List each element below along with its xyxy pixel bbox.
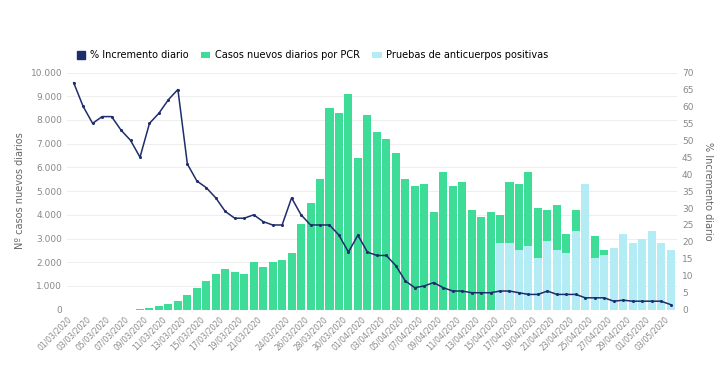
Bar xyxy=(667,250,675,310)
Bar xyxy=(363,115,371,310)
Bar xyxy=(638,265,646,310)
Bar xyxy=(146,308,154,310)
Bar xyxy=(619,248,628,310)
Bar xyxy=(571,210,579,310)
Bar xyxy=(609,248,618,310)
Bar xyxy=(297,224,305,310)
Bar xyxy=(448,186,456,310)
Bar xyxy=(259,267,267,310)
Bar xyxy=(553,206,561,310)
Bar xyxy=(667,294,675,310)
Y-axis label: % Incremento diario: % Incremento diario xyxy=(703,142,713,240)
Bar xyxy=(155,306,163,310)
Bar xyxy=(183,295,191,310)
Bar xyxy=(581,184,590,310)
Bar xyxy=(240,274,248,310)
Bar xyxy=(515,250,523,310)
Bar xyxy=(553,250,561,310)
Bar xyxy=(496,215,504,310)
Bar xyxy=(278,260,286,310)
Bar xyxy=(619,234,628,310)
Bar xyxy=(411,186,419,310)
Bar xyxy=(600,250,609,310)
Bar xyxy=(648,272,656,310)
Bar xyxy=(306,203,314,310)
Bar xyxy=(657,281,665,310)
Bar xyxy=(420,184,428,310)
Bar xyxy=(505,182,513,310)
Bar xyxy=(221,269,229,310)
Bar xyxy=(648,232,656,310)
Bar xyxy=(590,258,599,310)
Y-axis label: Nº casos nuevos diarios: Nº casos nuevos diarios xyxy=(15,133,25,250)
Bar xyxy=(430,212,438,310)
Bar xyxy=(562,253,570,310)
Bar xyxy=(657,243,665,310)
Bar xyxy=(524,172,532,310)
Bar xyxy=(486,212,494,310)
Bar xyxy=(269,262,277,310)
Bar xyxy=(590,236,599,310)
Bar xyxy=(401,179,409,310)
Bar xyxy=(288,253,296,310)
Bar xyxy=(629,243,637,310)
Bar xyxy=(571,232,579,310)
Bar xyxy=(543,241,551,310)
Bar xyxy=(174,301,182,310)
Bar xyxy=(231,272,239,310)
Bar xyxy=(496,243,504,310)
Bar xyxy=(439,172,447,310)
Bar xyxy=(581,236,590,310)
Bar xyxy=(600,255,609,310)
Bar xyxy=(534,258,542,310)
Bar xyxy=(325,108,333,310)
Bar xyxy=(212,274,220,310)
Bar xyxy=(316,179,324,310)
Bar xyxy=(505,243,513,310)
Bar xyxy=(524,246,532,310)
Bar xyxy=(562,234,570,310)
Bar xyxy=(354,158,362,310)
Bar xyxy=(467,210,475,310)
Bar xyxy=(638,239,646,310)
Bar xyxy=(543,210,551,310)
Bar xyxy=(202,281,210,310)
Bar xyxy=(193,288,201,310)
Bar xyxy=(534,208,542,310)
Legend: % Incremento diario, Casos nuevos diarios por PCR, Pruebas de anticuerpos positi: % Incremento diario, Casos nuevos diario… xyxy=(72,47,553,64)
Bar xyxy=(165,304,173,310)
Bar xyxy=(373,132,381,310)
Bar xyxy=(515,184,523,310)
Bar xyxy=(382,139,390,310)
Bar xyxy=(458,182,466,310)
Bar xyxy=(392,153,400,310)
Bar xyxy=(344,94,352,310)
Bar xyxy=(250,262,258,310)
Bar xyxy=(136,309,144,310)
Bar xyxy=(629,262,637,310)
Bar xyxy=(335,113,343,310)
Bar xyxy=(477,217,485,310)
Bar xyxy=(609,260,618,310)
